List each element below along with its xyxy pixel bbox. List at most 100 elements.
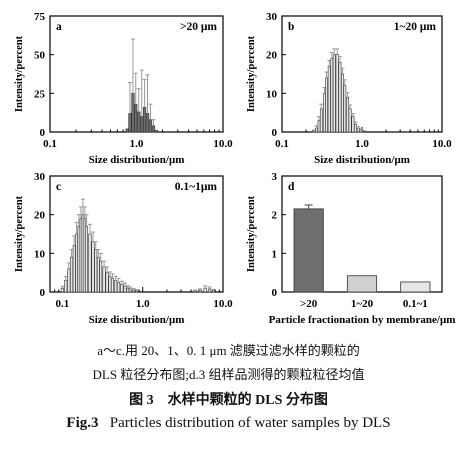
x-axis-label-a: Size distribution/μm bbox=[89, 154, 185, 166]
bar-a bbox=[131, 93, 135, 133]
bar-c bbox=[110, 278, 114, 293]
x-tick-label-c: 0.1 bbox=[56, 298, 70, 310]
bar-a bbox=[134, 103, 138, 133]
bar-c bbox=[72, 245, 76, 293]
y-axis-label-c: Intensity/percent bbox=[14, 195, 25, 272]
bar-a bbox=[151, 125, 156, 133]
y-tick-label-c: 20 bbox=[34, 210, 46, 222]
bar-a bbox=[128, 113, 132, 133]
bar-c bbox=[128, 288, 132, 293]
y-tick-label-b: 20 bbox=[266, 50, 278, 62]
bar-d bbox=[293, 208, 324, 293]
y-tick-label-a: 25 bbox=[34, 88, 46, 100]
bar-c bbox=[91, 241, 95, 293]
bar-b bbox=[327, 65, 331, 133]
y-tick-label-c: 0 bbox=[40, 287, 46, 299]
bar-b bbox=[317, 120, 321, 133]
x-tick-label-a: 1.0 bbox=[130, 138, 144, 150]
y-tick-label-c: 10 bbox=[34, 248, 46, 260]
bar-c bbox=[211, 290, 216, 293]
y-axis-label-a: Intensity/percent bbox=[14, 35, 25, 112]
y-tick-label-d: 1 bbox=[272, 248, 278, 260]
bar-c bbox=[207, 288, 212, 293]
size-range-annotation-b: 1~20 μm bbox=[394, 21, 437, 33]
y-axis-label-b: Intensity/percent bbox=[246, 35, 257, 112]
caption-subpanels-line2: DLS 粒径分布图;d.3 组样品测得的颗粒粒径均值 bbox=[92, 367, 365, 382]
bar-c bbox=[99, 260, 103, 293]
caption-english-label: Fig.3 bbox=[66, 415, 99, 431]
bar-a bbox=[137, 111, 141, 133]
bar-c bbox=[193, 290, 197, 293]
y-tick-label-d: 2 bbox=[272, 210, 278, 222]
bar-c bbox=[116, 282, 121, 293]
bar-c bbox=[135, 290, 139, 293]
bar-a bbox=[140, 116, 144, 133]
bar-a bbox=[148, 119, 153, 133]
bar-c bbox=[114, 280, 118, 293]
x-axis-label-d: Particle fractionation by membrane/μm bbox=[269, 314, 456, 326]
panel-label-a: a bbox=[56, 21, 62, 33]
y-tick-label-d: 3 bbox=[272, 171, 278, 183]
bar-b bbox=[325, 77, 328, 133]
panel-d: 0 1 2 3 Intensity/percent Particle fractionat… bbox=[246, 171, 455, 326]
bar-b bbox=[338, 62, 342, 133]
caption-chinese: 图 3 水样中颗粒的 DLS 分布图 bbox=[0, 389, 457, 409]
bar-b bbox=[346, 96, 350, 133]
caption-subpanels-line1: a～c.用 20、1、0. 1 μm 滤膜过滤水样的颗粒的 bbox=[97, 343, 360, 358]
y-tick-label-d: 0 bbox=[272, 287, 278, 299]
x-tick-label-c: 1.0 bbox=[136, 298, 150, 310]
bar-c bbox=[85, 225, 88, 293]
y-tick-label-a: 50 bbox=[34, 50, 46, 62]
panel-c: 0 10 20 30 Intensity/percent Size distributio… bbox=[14, 171, 233, 326]
y-tick-label-a: 0 bbox=[40, 127, 46, 139]
bar-b bbox=[315, 127, 318, 133]
bar-c bbox=[102, 266, 106, 293]
bar-c bbox=[60, 287, 65, 293]
bar-c bbox=[108, 276, 112, 293]
panel-label-b: b bbox=[288, 21, 294, 33]
bar-b bbox=[335, 54, 339, 133]
bar-c bbox=[70, 256, 74, 293]
x-axis-label-c: Size distribution/μm bbox=[89, 314, 185, 326]
x-category-label-d: 1~20 bbox=[351, 298, 374, 310]
bar-c bbox=[105, 272, 109, 293]
bar-c bbox=[132, 289, 136, 293]
bar-d bbox=[400, 281, 431, 293]
x-tick-label-b: 0.1 bbox=[275, 138, 289, 150]
bar-c bbox=[123, 285, 127, 293]
bar-b bbox=[348, 108, 352, 133]
panel-label-c: c bbox=[56, 181, 61, 193]
bar-b bbox=[332, 54, 336, 133]
bar-b bbox=[319, 108, 323, 133]
x-tick-label-c: 10.0 bbox=[213, 298, 233, 310]
bar-c bbox=[126, 287, 130, 293]
bar-b bbox=[341, 73, 344, 133]
y-tick-label-b: 30 bbox=[266, 11, 278, 23]
y-tick-label-b: 0 bbox=[272, 127, 278, 139]
caption-english-text: Particles distribution of water samples … bbox=[109, 415, 391, 431]
bar-b bbox=[354, 123, 358, 133]
bar-a bbox=[125, 128, 129, 133]
bar-b bbox=[330, 58, 334, 133]
caption-english: Fig.3 Particles distribution of water sa… bbox=[0, 415, 457, 432]
bar-c bbox=[75, 233, 78, 293]
bar-c bbox=[67, 268, 71, 293]
x-axis-label-b: Size distribution/μm bbox=[314, 154, 410, 166]
bar-c bbox=[94, 249, 98, 293]
bar-c bbox=[203, 287, 207, 293]
figure-3-panels: 0 25 50 75 Intensity/percent Size distributio… bbox=[14, 11, 455, 326]
plot-frame-b bbox=[281, 15, 443, 133]
y-tick-label-b: 10 bbox=[266, 88, 278, 100]
bar-b bbox=[312, 130, 316, 133]
y-tick-label-a: 75 bbox=[34, 11, 46, 23]
bar-c bbox=[64, 280, 68, 293]
y-axis-label-d: Intensity/percent bbox=[246, 195, 257, 272]
panel-label-d: d bbox=[288, 181, 295, 193]
x-category-label-d: 0.1~1 bbox=[403, 298, 428, 310]
bar-d bbox=[346, 275, 378, 293]
panel-b: 0 10 20 30 Intensity/percent Size distributio… bbox=[246, 11, 452, 166]
bar-a bbox=[145, 113, 150, 133]
y-tick-label-c: 30 bbox=[34, 171, 46, 183]
x-category-label-d: >20 bbox=[300, 298, 318, 310]
bar-c bbox=[96, 256, 100, 293]
